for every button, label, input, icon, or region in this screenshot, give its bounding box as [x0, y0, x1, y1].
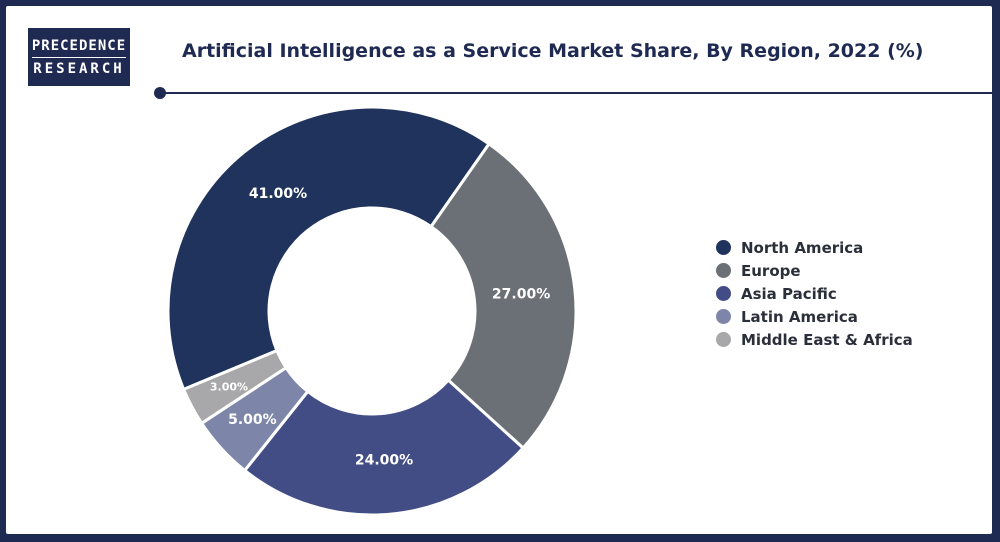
legend-swatch — [716, 309, 731, 324]
donut-chart: 41.00% 27.00% 24.00% 5.00% 3.00% — [166, 105, 578, 517]
data-label-asia-pacific: 24.00% — [355, 453, 413, 469]
legend-label: North America — [741, 238, 864, 257]
divider-dot — [154, 87, 166, 99]
legend-item-north-america: North America — [716, 236, 913, 259]
slice-middle-east-africa — [181, 348, 289, 426]
legend-item-asia-pacific: Asia Pacific — [716, 282, 913, 305]
data-label-north-america: 41.00% — [249, 186, 307, 202]
legend-label: Latin America — [741, 307, 858, 326]
legend-swatch — [716, 332, 731, 347]
data-label-middle-east-africa: 3.00% — [210, 381, 248, 394]
legend-item-europe: Europe — [716, 259, 913, 282]
data-label-europe: 27.00% — [492, 286, 550, 302]
legend-item-middle-east-africa: Middle East & Africa — [716, 328, 913, 351]
legend-swatch — [716, 240, 731, 255]
data-label-latin-america: 5.00% — [228, 412, 277, 428]
legend-swatch — [716, 286, 731, 301]
legend-label: Europe — [741, 261, 801, 280]
slice-europe — [428, 141, 578, 451]
legend-label: Middle East & Africa — [741, 330, 913, 349]
precedence-research-logo: PRECEDENCE RESEARCH — [28, 28, 130, 86]
divider-line — [162, 92, 992, 94]
legend-label: Asia Pacific — [741, 284, 837, 303]
chart-frame: PRECEDENCE RESEARCH Artificial Intellige… — [6, 6, 992, 534]
logo-text-bottom: RESEARCH — [33, 60, 125, 77]
chart-legend: North America Europe Asia Pacific Latin Ame… — [716, 236, 913, 351]
chart-title: Artificial Intelligence as a Service Mar… — [182, 40, 924, 62]
logo-text-top: PRECEDENCE — [31, 37, 127, 58]
legend-item-latin-america: Latin America — [716, 305, 913, 328]
legend-swatch — [716, 263, 731, 278]
slice-asia-pacific — [242, 378, 526, 517]
slice-north-america — [166, 105, 492, 392]
